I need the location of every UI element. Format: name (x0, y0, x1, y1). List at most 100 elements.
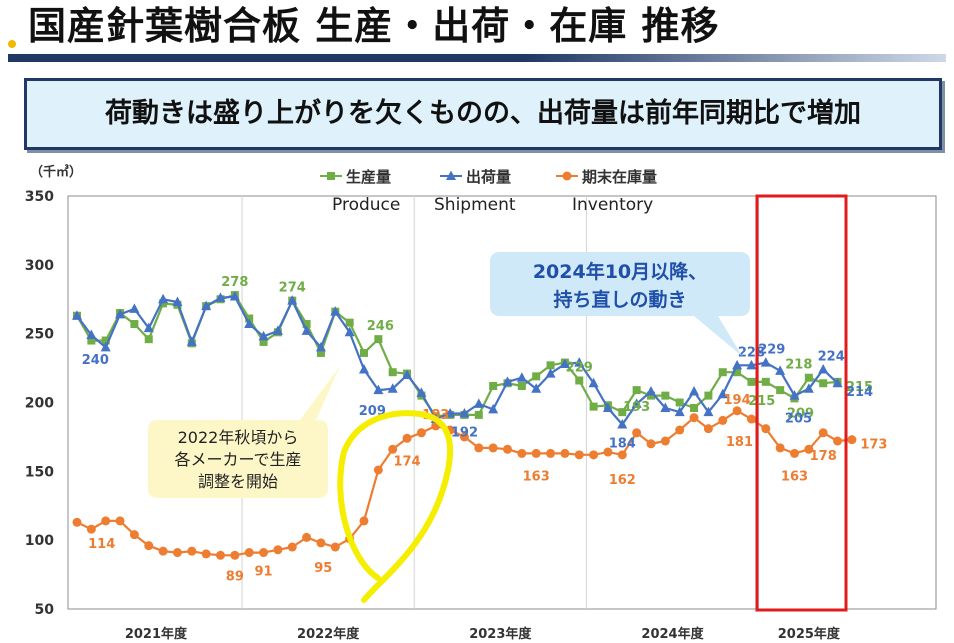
data-label-14: 229 (758, 343, 785, 358)
data-point-2-24 (416, 428, 426, 438)
data-point-2-46 (732, 406, 742, 416)
data-point-0-36 (589, 402, 598, 411)
data-label-24: 163 (523, 469, 550, 484)
page-title: 国産針葉樹合板 生産・出荷・在庫 推移 (28, 4, 720, 48)
data-point-1-39 (631, 398, 642, 408)
legend-label-0: 生産量 (346, 168, 391, 186)
data-label-8: 215 (846, 380, 873, 395)
data-point-0-4 (130, 320, 139, 329)
data-point-0-52 (819, 379, 828, 388)
data-point-2-7 (172, 548, 182, 558)
data-point-0-16 (302, 320, 311, 329)
data-point-2-43 (689, 413, 699, 423)
series-inventory (72, 406, 857, 560)
data-point-0-17 (316, 348, 325, 357)
data-point-1-50 (789, 390, 800, 400)
yellow-marker-scribble (337, 410, 454, 603)
data-point-2-18 (330, 542, 340, 552)
data-point-1-1 (86, 329, 97, 340)
title-bullet (8, 40, 16, 48)
data-point-1-0 (72, 310, 82, 320)
data-point-2-1 (86, 524, 96, 534)
data-point-0-48 (761, 377, 770, 386)
data-point-0-45 (718, 368, 727, 377)
data-point-0-51 (804, 373, 813, 382)
data-point-2-5 (144, 541, 154, 551)
data-point-1-36 (588, 377, 599, 388)
data-label-15: 205 (785, 412, 812, 427)
data-point-1-10 (215, 292, 226, 302)
data-label-1: 274 (279, 281, 306, 296)
data-label-11: 192 (451, 426, 478, 441)
data-point-2-30 (503, 444, 512, 454)
data-point-1-45 (717, 388, 728, 399)
data-point-2-8 (187, 546, 197, 556)
data-point-2-20 (359, 516, 369, 526)
legend-english-label-0: Produce (332, 195, 400, 215)
data-point-0-42 (675, 398, 684, 407)
data-point-2-50 (790, 448, 799, 458)
series-line-1 (76, 295, 839, 426)
callout-blue-line-0: 2024年10月以降、 (533, 260, 707, 283)
headline-banner: 荷動きは盛り上がりを欠くものの、出荷量は前年同期比で増加 (24, 78, 942, 150)
data-point-2-51 (804, 444, 814, 454)
data-point-0-31 (517, 381, 526, 390)
plot-frame (67, 195, 937, 610)
data-point-0-22 (388, 368, 397, 377)
legend-item-2: 期末在庫量 Inventory (556, 168, 657, 215)
data-point-2-38 (617, 450, 627, 460)
data-point-1-14 (272, 325, 283, 335)
data-point-0-49 (776, 386, 785, 395)
x-tick-label-3: 2024年度 (641, 626, 704, 642)
legend-marker-0 (327, 172, 335, 180)
data-point-1-52 (818, 363, 829, 374)
data-point-2-34 (560, 448, 570, 458)
data-point-2-36 (589, 450, 599, 460)
series-shipment (72, 290, 843, 429)
data-point-2-2 (101, 516, 111, 526)
data-point-2-42 (675, 425, 685, 435)
data-point-2-10 (216, 550, 225, 560)
data-point-1-33 (545, 368, 556, 378)
data-point-0-28 (474, 410, 483, 419)
data-point-0-39 (632, 386, 641, 395)
data-point-0-12 (245, 314, 254, 323)
data-point-1-31 (516, 372, 527, 382)
data-point-1-5 (143, 322, 154, 333)
legend-item-0: 生産量 Produce (320, 168, 400, 215)
data-point-1-16 (301, 325, 312, 335)
data-label-20: 91 (255, 565, 273, 580)
data-label-17: 214 (846, 385, 873, 400)
x-tick-label-2: 2023年度 (469, 626, 532, 642)
data-point-1-35 (574, 357, 585, 367)
callout-yellow-line-0: 2022年秋頃から (178, 428, 299, 447)
data-point-2-29 (488, 443, 498, 453)
y-tick-label-300: 300 (25, 258, 54, 274)
data-point-1-41 (660, 402, 671, 413)
data-point-1-3 (115, 308, 126, 319)
data-point-2-23 (402, 433, 412, 443)
data-label-18: 114 (88, 537, 115, 552)
data-point-2-31 (517, 448, 527, 458)
callout-bubble-yellow (148, 366, 340, 498)
data-point-0-43 (690, 404, 699, 413)
legend-marker-2 (562, 171, 572, 181)
legend-item-1: 出荷量 Shipment (434, 168, 516, 215)
data-label-6: 209 (787, 406, 814, 421)
data-label-5: 215 (748, 394, 775, 409)
data-point-2-21 (373, 465, 383, 475)
data-point-2-54 (847, 435, 857, 445)
data-point-0-33 (546, 361, 555, 370)
data-point-1-20 (359, 363, 369, 374)
callout-blue-line-1: 持ち直しの動き (553, 288, 686, 311)
legend-label-2: 期末在庫量 (582, 168, 657, 186)
data-point-1-11 (229, 290, 240, 301)
data-point-0-29 (489, 381, 498, 390)
data-point-1-27 (459, 408, 470, 418)
data-point-0-35 (575, 376, 584, 385)
data-point-0-13 (259, 337, 268, 346)
legend-marker-1 (446, 170, 456, 180)
y-tick-label-100: 100 (25, 533, 54, 549)
data-point-1-4 (129, 303, 140, 313)
